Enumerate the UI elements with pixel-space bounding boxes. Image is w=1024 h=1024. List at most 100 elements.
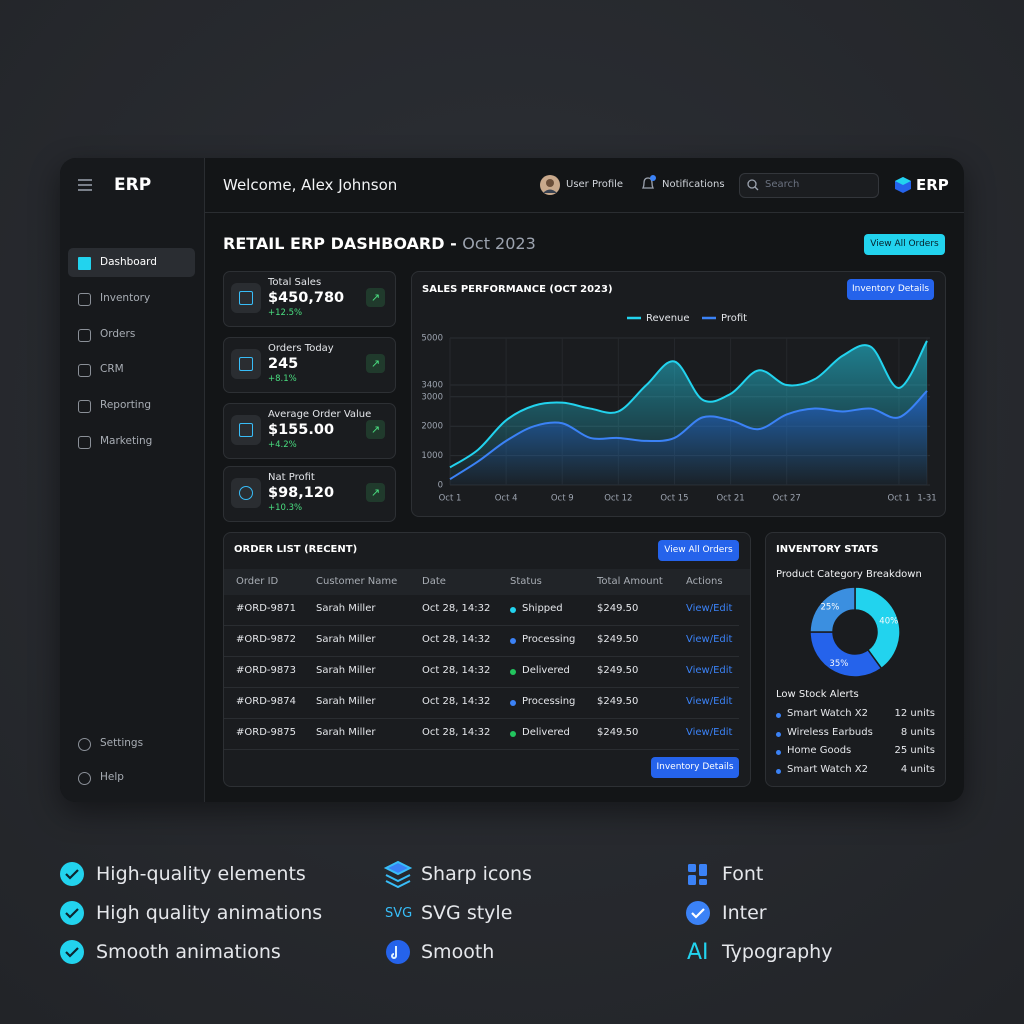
- table-cell: Oct 28, 14:32: [422, 634, 491, 645]
- nav-item[interactable]: Settings: [100, 737, 144, 749]
- row-action[interactable]: View/Edit: [686, 634, 733, 645]
- y-tick-label: 1000: [421, 451, 443, 461]
- row-action[interactable]: View/Edit: [686, 727, 733, 738]
- kpi-label: Average Order Value: [268, 409, 372, 420]
- row-action[interactable]: View/Edit: [686, 603, 733, 614]
- nav-item[interactable]: CRM: [100, 363, 124, 375]
- welcome: Welcome, Alex Johnson: [223, 176, 398, 194]
- table-cell: $249.50: [597, 634, 639, 645]
- row-separator: [224, 656, 739, 657]
- row-action[interactable]: View/Edit: [686, 665, 733, 676]
- area-line: [449, 390, 928, 480]
- nav-item[interactable]: Orders: [100, 328, 136, 340]
- feature-text: Sharp icons: [421, 863, 532, 885]
- feature-text: Font: [722, 863, 764, 885]
- x-tick-label: Oct 1: [439, 494, 462, 504]
- kpi-label: Total Sales: [268, 277, 322, 288]
- alert-qty: 25 units: [894, 745, 936, 756]
- alert-name: Home Goods: [787, 745, 852, 756]
- table-cell: #ORD-9875: [236, 727, 296, 738]
- table-cell: Delivered: [522, 727, 570, 738]
- table-cell: Processing: [522, 634, 576, 645]
- table-cell: Oct 28, 14:32: [422, 603, 491, 614]
- feature-text: Typography: [722, 941, 833, 963]
- table-header: Customer Name: [316, 576, 398, 587]
- kpi-value: $450,780: [268, 290, 345, 306]
- y-tick-label: 5000: [421, 334, 443, 344]
- kpi-change: +12.5%: [268, 308, 303, 318]
- dashboard-title: RETAIL ERP DASHBOARD - Oct 2023: [223, 234, 536, 253]
- table-cell: Oct 28, 14:32: [422, 696, 491, 707]
- nav-icon: [78, 436, 91, 449]
- feature-text: High-quality elements: [96, 863, 306, 885]
- orders-inventory-button[interactable]: Inventory Details: [651, 757, 739, 778]
- nav-item[interactable]: Inventory: [100, 292, 151, 304]
- alert-dot: [776, 768, 781, 774]
- alert-name: Smart Watch X2: [787, 763, 868, 775]
- kpi-trend: ↗: [366, 354, 385, 373]
- row-action[interactable]: View/Edit: [686, 696, 733, 707]
- kpi-change: +4.2%: [268, 440, 297, 450]
- row-separator: [224, 749, 739, 750]
- donut-label: 40%: [879, 617, 898, 627]
- x-tick-label: Oct 1: [888, 494, 911, 504]
- layers-icon: [383, 860, 413, 889]
- avatar[interactable]: [540, 175, 560, 195]
- table-cell: Processing: [522, 696, 576, 707]
- kpi-value: $155.00: [268, 422, 335, 438]
- status-dot: [510, 700, 516, 706]
- x-tick-label: Oct 21: [716, 494, 744, 504]
- alert-qty: 12 units: [894, 708, 936, 719]
- inter-check: [691, 908, 705, 919]
- nav-item[interactable]: Marketing: [100, 435, 153, 447]
- kpi-trend: ↗: [366, 483, 385, 502]
- donut-segment: [809, 631, 883, 678]
- donut-title: Product Category Breakdown: [776, 569, 922, 580]
- status-dot: [510, 638, 516, 644]
- row-separator: [224, 687, 739, 688]
- inventory-details-button[interactable]: Inventory Details: [847, 279, 934, 300]
- table-header: Total Amount: [597, 576, 663, 587]
- nav-icon: [78, 293, 91, 306]
- kpi-icon-glyph: [239, 423, 253, 437]
- table-header: Actions: [686, 576, 723, 587]
- user-profile[interactable]: User Profile: [566, 179, 624, 190]
- donut-label: 25%: [820, 602, 839, 612]
- feature-text: SVG style: [421, 902, 513, 924]
- search-box[interactable]: [739, 173, 879, 198]
- notifications[interactable]: Notifications: [662, 179, 725, 190]
- orders-title: ORDER LIST (RECENT): [234, 544, 358, 555]
- alert-name: Smart Watch X2: [787, 708, 868, 719]
- check-icons: [60, 862, 84, 964]
- nav-item[interactable]: Help: [100, 771, 124, 783]
- grid-icon: [688, 864, 707, 885]
- x-tick-label: Oct 15: [660, 494, 688, 504]
- table-cell: Sarah Miller: [316, 634, 376, 645]
- table-header: Date: [422, 576, 446, 587]
- table-cell: Sarah Miller: [316, 603, 376, 614]
- orders-view-all-button[interactable]: View All Orders: [658, 540, 739, 561]
- hamburger-icon[interactable]: [78, 179, 92, 191]
- bell-icon[interactable]: [640, 175, 656, 192]
- donut-segment: [809, 586, 856, 633]
- kpi-label: Orders Today: [268, 343, 334, 354]
- table-cell: Shipped: [522, 603, 563, 614]
- feature-text: High quality animations: [96, 902, 323, 924]
- view-all-orders-button[interactable]: View All Orders: [864, 234, 945, 255]
- kpi-value: 245: [268, 356, 299, 372]
- ai-icon-text: AI: [687, 940, 709, 965]
- title-text: RETAIL ERP DASHBOARD -: [223, 234, 457, 253]
- nav-item[interactable]: Dashboard: [100, 256, 157, 268]
- table-cell: $249.50: [597, 603, 639, 614]
- nav-icon: [78, 329, 91, 342]
- x-tick-label: Oct 27: [773, 494, 801, 504]
- table-cell: Oct 28, 14:32: [422, 727, 491, 738]
- legend-label: Revenue: [646, 313, 690, 324]
- smooth-icon: [386, 940, 410, 964]
- nav-icon: [78, 400, 91, 413]
- status-dot: [510, 669, 516, 675]
- logo-text: ERP: [916, 176, 949, 194]
- alert-dot: [776, 750, 781, 755]
- nav-item[interactable]: Reporting: [100, 399, 152, 411]
